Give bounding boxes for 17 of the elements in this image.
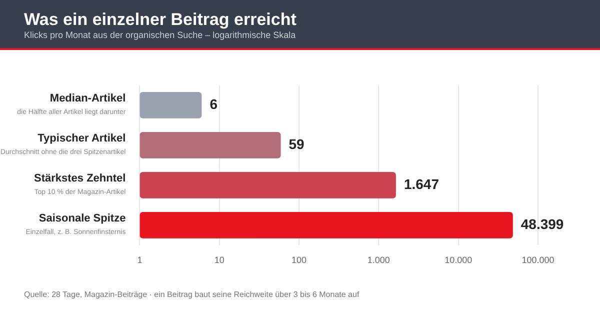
chart-subtitle: Klicks pro Monat aus der organischen Suche – logarithmische Skala <box>24 29 297 41</box>
x-tick-label: 1 <box>137 255 142 266</box>
data-label: 48.399 <box>520 216 564 232</box>
x-tick-label: 10.000 <box>444 255 472 266</box>
x-tick-label: 10 <box>214 255 224 266</box>
y-tick-label: Saisonale Spitze <box>38 212 126 225</box>
x-tick-label: 100.000 <box>522 255 554 266</box>
y-tick-label: Median-Artikel <box>50 92 126 105</box>
y-tick-label: Stärkstes Zehntel <box>34 172 126 185</box>
y-tick-label: Typischer Artikel <box>38 132 126 145</box>
x-tick-label: 100 <box>292 255 307 266</box>
chart-title: Was ein einzelner Beitrag erreicht <box>24 10 298 29</box>
data-label: 1.647 <box>404 176 440 192</box>
data-label: 59 <box>288 136 305 152</box>
data-label: 6 <box>210 96 218 112</box>
source-note: Quelle: 28 Tage, Magazin-Beiträge · ein Beitrag baut seine Reichweite über 3 bis 6 Monate auf <box>24 290 360 299</box>
x-tick-label: 1.000 <box>367 255 390 266</box>
